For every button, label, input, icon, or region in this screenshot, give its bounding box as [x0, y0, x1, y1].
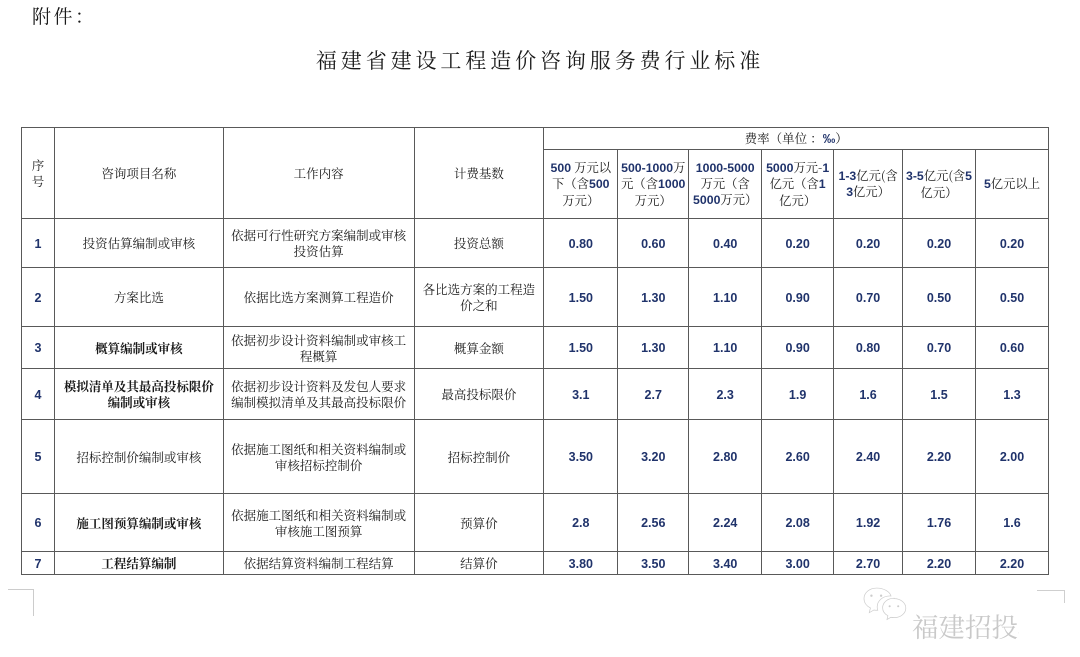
- svg-text:福建招投标: 福建招投标: [912, 606, 1019, 645]
